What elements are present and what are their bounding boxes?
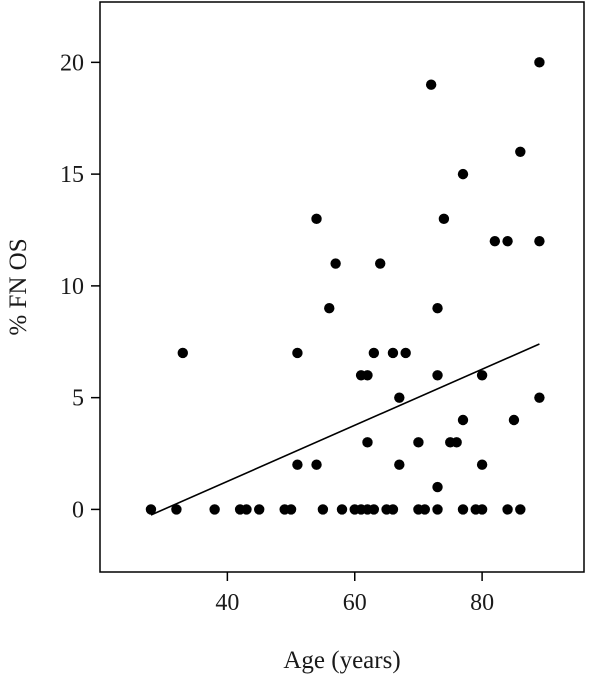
data-point bbox=[292, 459, 303, 470]
data-point bbox=[368, 504, 380, 515]
data-point bbox=[387, 504, 399, 515]
data-point bbox=[515, 504, 526, 515]
data-point bbox=[534, 392, 545, 403]
data-point bbox=[292, 347, 303, 359]
data-point bbox=[508, 414, 520, 426]
data-point bbox=[419, 504, 430, 515]
y-tick-label: 10 bbox=[60, 274, 84, 300]
data-point bbox=[425, 79, 437, 90]
y-tick-label: 20 bbox=[60, 50, 84, 76]
data-point bbox=[476, 504, 488, 515]
plot-frame bbox=[99, 1, 585, 573]
data-point bbox=[362, 437, 373, 448]
data-point bbox=[489, 235, 501, 247]
data-point bbox=[457, 168, 469, 180]
data-point bbox=[476, 459, 488, 470]
data-point bbox=[171, 504, 182, 515]
x-axis-title: Age (years) bbox=[283, 647, 400, 674]
x-tick-label: 80 bbox=[470, 590, 494, 616]
y-tick-label: 0 bbox=[72, 497, 84, 523]
data-point bbox=[432, 303, 443, 314]
y-tick-label: 15 bbox=[60, 162, 84, 188]
data-point bbox=[394, 392, 405, 403]
data-point bbox=[177, 347, 188, 359]
y-axis: 0 5 10 15 20 bbox=[60, 50, 100, 523]
data-point bbox=[311, 459, 322, 470]
data-point bbox=[451, 437, 462, 448]
data-point bbox=[515, 146, 526, 157]
data-point bbox=[457, 414, 469, 426]
data-point bbox=[413, 437, 424, 448]
x-tick-label: 40 bbox=[215, 590, 239, 616]
data-point bbox=[285, 504, 297, 515]
y-tick-label: 5 bbox=[72, 386, 84, 412]
data-point bbox=[324, 303, 335, 314]
data-point bbox=[317, 504, 329, 515]
data-point bbox=[394, 459, 405, 470]
data-point bbox=[362, 370, 373, 381]
data-point bbox=[336, 504, 348, 515]
data-point bbox=[330, 258, 341, 269]
x-tick-label: 60 bbox=[343, 590, 367, 616]
data-point bbox=[145, 504, 157, 515]
data-points bbox=[145, 57, 545, 515]
data-point bbox=[432, 481, 443, 493]
data-point bbox=[311, 213, 322, 225]
data-point bbox=[209, 504, 220, 515]
data-point bbox=[400, 347, 411, 359]
data-point bbox=[432, 504, 443, 515]
data-point bbox=[476, 370, 488, 381]
data-point bbox=[534, 235, 545, 247]
data-point bbox=[534, 57, 545, 68]
data-point bbox=[502, 504, 513, 515]
data-point bbox=[457, 504, 469, 515]
data-point bbox=[438, 213, 450, 225]
x-axis: 40 60 80 bbox=[215, 572, 494, 616]
data-point bbox=[502, 235, 513, 247]
trend-line bbox=[150, 343, 540, 516]
y-axis-title: % FN OS bbox=[5, 238, 32, 335]
data-point bbox=[387, 347, 399, 359]
data-point bbox=[254, 504, 265, 515]
data-point bbox=[432, 370, 443, 381]
data-point bbox=[241, 504, 252, 515]
data-point bbox=[368, 347, 380, 359]
data-point bbox=[375, 258, 386, 269]
